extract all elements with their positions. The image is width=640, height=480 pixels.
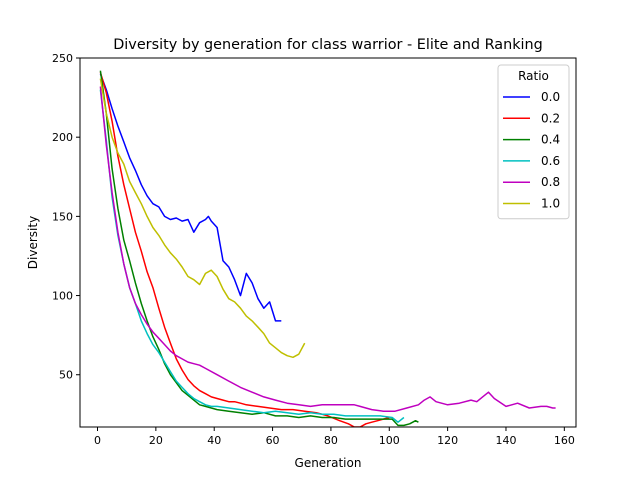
x-tick-label: 20 [149,434,163,447]
legend-box [497,64,570,220]
series-line-1.0 [99,78,306,359]
x-tick-label: 40 [207,434,221,447]
x-axis: 0 20 40 60 80 100 120 140 160 [94,427,575,447]
legend-label: 0.6 [541,154,560,168]
series-line-0.4 [99,70,419,427]
y-tick-label: 250 [52,52,73,65]
x-axis-label: Generation [295,456,362,470]
x-tick-label: 80 [324,434,338,447]
x-tick-label: 140 [495,434,516,447]
y-tick-label: 50 [59,369,73,382]
y-axis: 50 100 150 200 250 [52,52,80,382]
y-tick-label: 100 [52,290,73,303]
legend-label: 0.8 [541,175,560,189]
x-tick-label: 120 [437,434,458,447]
y-tick-label: 200 [52,131,73,144]
series-line-0.0 [99,73,282,322]
legend-entries: 0.0 0.2 0.4 0.6 0.8 1.0 [503,90,560,211]
y-tick-label: 150 [52,210,73,223]
series-line-0.6 [99,89,405,423]
chart-title: Diversity by generation for class warrio… [113,37,543,53]
plot-lines [99,70,556,427]
legend-label: 0.4 [541,133,560,147]
plot-frame [79,57,577,428]
legend: Ratio 0.0 0.2 0.4 0.6 0.8 1.0 [497,64,570,220]
x-tick-label: 60 [266,434,280,447]
legend-label: 1.0 [541,197,560,211]
legend-title: Ratio [518,69,549,83]
series-line-0.2 [99,72,390,427]
x-tick-label: 0 [94,434,101,447]
y-axis-label: Diversity [26,216,40,269]
series-line-0.8 [99,86,556,412]
x-tick-label: 100 [379,434,400,447]
x-tick-label: 160 [554,434,575,447]
legend-label: 0.0 [541,90,560,104]
legend-label: 0.2 [541,111,560,125]
